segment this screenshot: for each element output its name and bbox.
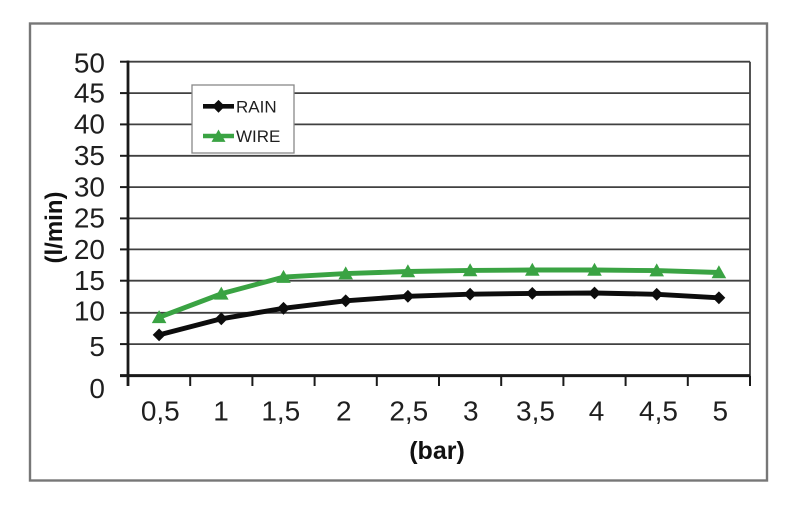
- svg-text:(bar): (bar): [409, 437, 465, 465]
- svg-text:WIRE: WIRE: [236, 127, 280, 146]
- svg-text:5: 5: [89, 331, 105, 362]
- svg-text:30: 30: [74, 171, 105, 202]
- svg-text:1: 1: [213, 395, 229, 426]
- svg-text:4: 4: [589, 395, 605, 426]
- svg-text:50: 50: [74, 48, 105, 79]
- svg-text:1,5: 1,5: [261, 395, 300, 426]
- svg-text:25: 25: [74, 203, 105, 234]
- svg-text:20: 20: [74, 234, 105, 265]
- svg-text:10: 10: [74, 295, 105, 326]
- svg-text:3: 3: [463, 395, 479, 426]
- svg-text:35: 35: [74, 140, 105, 171]
- svg-text:0: 0: [89, 373, 105, 404]
- svg-text:45: 45: [74, 78, 105, 109]
- svg-text:RAIN: RAIN: [236, 97, 277, 116]
- svg-text:2: 2: [336, 395, 352, 426]
- svg-text:5: 5: [713, 395, 729, 426]
- svg-text:0,5: 0,5: [141, 395, 180, 426]
- svg-text:(l/min): (l/min): [41, 192, 68, 264]
- svg-text:40: 40: [74, 109, 105, 140]
- svg-text:4,5: 4,5: [639, 395, 678, 426]
- svg-text:2,5: 2,5: [389, 395, 428, 426]
- svg-text:3,5: 3,5: [516, 395, 555, 426]
- svg-text:15: 15: [74, 265, 105, 296]
